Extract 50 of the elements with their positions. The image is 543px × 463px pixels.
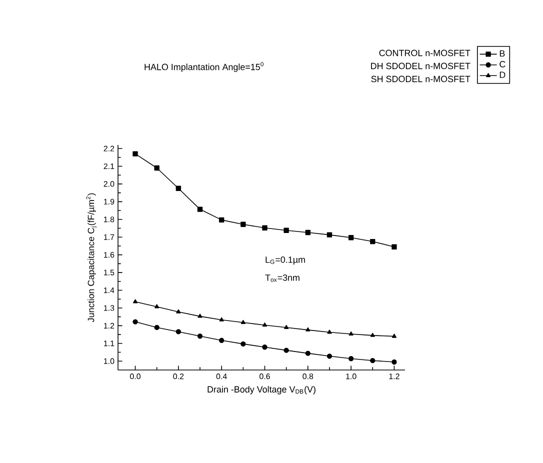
point (154, 324, 160, 330)
point (327, 330, 332, 334)
point (132, 299, 138, 304)
legend-label: B (500, 50, 505, 57)
point (305, 230, 310, 236)
point (197, 206, 203, 212)
point (198, 314, 202, 318)
point (154, 165, 160, 171)
point (197, 334, 203, 339)
y-axis-title: Junction Capacitance C$_{j}$(fF/µm$^{2}$) (86, 193, 97, 322)
point (326, 354, 332, 359)
point (132, 151, 138, 156)
annotation: T$_{ox}$=3nm (265, 274, 300, 282)
point (370, 332, 375, 337)
point (132, 319, 138, 324)
point (176, 309, 181, 314)
annotation: L$_{G}$=0.1µm (266, 256, 305, 265)
point (326, 232, 332, 238)
text: SH SDODEL n-MOSFET (371, 76, 470, 82)
point (392, 334, 397, 338)
text: CONTROL n-MOSFET (379, 50, 470, 56)
point (370, 358, 376, 364)
point (305, 350, 310, 356)
legend-label: D (500, 72, 506, 78)
chart-title: HALO Implantation Angle=15$^{0}$ (144, 62, 264, 72)
point (284, 228, 289, 233)
point (176, 186, 182, 191)
point (240, 222, 246, 227)
point (218, 338, 224, 343)
point (348, 356, 354, 362)
x-axis-title: Drain -Body Voltage V$_{DB}$(V) (208, 386, 316, 394)
point (306, 327, 310, 332)
point (262, 344, 268, 350)
point (284, 348, 289, 353)
point (240, 341, 246, 347)
point (262, 225, 268, 230)
point (262, 322, 268, 327)
point (219, 317, 224, 322)
point (348, 235, 354, 240)
text: DH SDODEL n-MOSFET (371, 62, 470, 70)
legend-label: C (500, 61, 506, 68)
point (370, 238, 376, 244)
point (176, 329, 182, 334)
point (218, 217, 224, 223)
point (392, 244, 397, 250)
point (284, 324, 289, 329)
point (348, 331, 354, 336)
point (154, 304, 160, 308)
point (392, 359, 397, 365)
point (240, 320, 246, 324)
